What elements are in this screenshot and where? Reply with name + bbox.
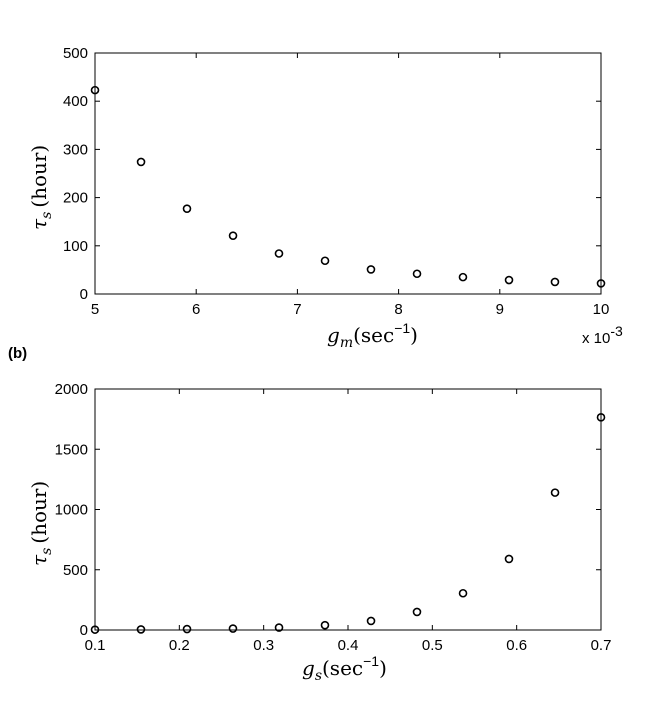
y-tick-label: 1500 bbox=[55, 441, 88, 458]
x-tick-label: 8 bbox=[394, 301, 402, 318]
data-points bbox=[90, 85, 606, 288]
x-tick-label: 5 bbox=[91, 301, 99, 318]
data-points bbox=[90, 413, 606, 634]
data-point bbox=[228, 624, 238, 633]
x-tick-label: 0.3 bbox=[253, 637, 274, 654]
x-axis-ticks: 0.1 0.2 0.3 0.4 0.5 0.6 0.7 bbox=[85, 389, 612, 654]
y-axis-ticks: 0 500 1000 1500 2000 bbox=[55, 381, 601, 639]
x-tick-label: 0.6 bbox=[506, 637, 527, 654]
data-point bbox=[136, 625, 146, 634]
data-point bbox=[182, 204, 192, 213]
data-point bbox=[182, 624, 192, 634]
data-point bbox=[596, 279, 606, 288]
y-tick-label: 0 bbox=[80, 622, 88, 639]
data-point bbox=[136, 157, 146, 167]
y-tick-label: 300 bbox=[63, 141, 88, 158]
data-point bbox=[366, 616, 376, 626]
data-point bbox=[596, 413, 606, 422]
plot-frame bbox=[94, 388, 602, 631]
chart-panel-a: 0 100 200 300 400 500 5 6 7 8 9 10 x 10-3 gm(sec−1… bbox=[27, 45, 623, 351]
x-multiplier-label: x 10-3 bbox=[582, 323, 623, 347]
data-point bbox=[458, 588, 468, 598]
data-point bbox=[504, 275, 514, 285]
data-point bbox=[90, 85, 100, 95]
x-tick-label: 0.4 bbox=[338, 637, 359, 654]
x-axis-ticks: 5 6 7 8 9 10 bbox=[91, 53, 610, 318]
x-axis-label: gs(sec−1) bbox=[302, 653, 387, 684]
y-axis-label: τs(hour) bbox=[27, 481, 55, 566]
data-point bbox=[550, 277, 560, 287]
data-point bbox=[458, 272, 468, 282]
plot-frame bbox=[94, 52, 602, 295]
y-tick-label: 0 bbox=[80, 286, 88, 303]
data-point bbox=[274, 249, 284, 258]
x-tick-label: 0.5 bbox=[422, 637, 443, 654]
data-point bbox=[412, 269, 422, 279]
y-tick-label: 2000 bbox=[55, 381, 88, 398]
data-point bbox=[550, 488, 560, 497]
y-tick-label: 500 bbox=[63, 562, 88, 579]
x-tick-label: 9 bbox=[496, 301, 504, 318]
y-tick-label: 100 bbox=[63, 238, 88, 255]
data-point bbox=[504, 554, 514, 564]
data-point bbox=[366, 265, 376, 274]
panel-label: (b) bbox=[8, 345, 27, 362]
data-point bbox=[320, 620, 330, 630]
y-axis-label: τs(hour) bbox=[27, 145, 55, 230]
data-point bbox=[412, 607, 422, 617]
y-tick-label: 1000 bbox=[55, 502, 88, 519]
x-tick-label: 0.1 bbox=[85, 637, 106, 654]
x-tick-label: 6 bbox=[192, 301, 200, 318]
data-point bbox=[90, 625, 100, 634]
y-tick-label: 500 bbox=[63, 45, 88, 62]
x-tick-label: 10 bbox=[593, 301, 610, 318]
y-tick-label: 200 bbox=[63, 190, 88, 207]
data-point bbox=[228, 231, 238, 240]
x-axis-label: gm(sec−1) bbox=[327, 320, 418, 351]
data-point bbox=[274, 623, 284, 632]
x-tick-label: 0.2 bbox=[169, 637, 190, 654]
y-tick-label: 400 bbox=[63, 93, 88, 110]
y-axis-ticks: 0 100 200 300 400 500 bbox=[63, 45, 601, 303]
data-point bbox=[320, 256, 330, 266]
x-tick-label: 7 bbox=[293, 301, 301, 318]
x-tick-label: 0.7 bbox=[591, 637, 612, 654]
